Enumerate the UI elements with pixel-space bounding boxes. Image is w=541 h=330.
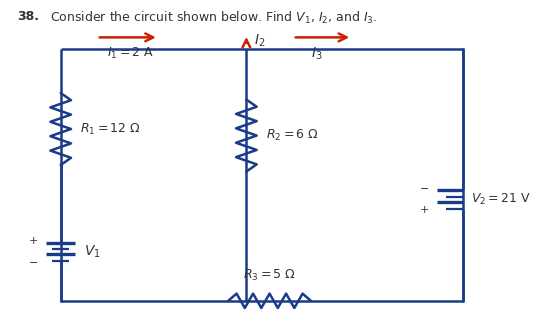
Text: 38.: 38.: [17, 10, 39, 22]
Text: $I_2$: $I_2$: [254, 32, 266, 49]
Text: Consider the circuit shown below. Find $V_1$, $I_2$, and $I_3$.: Consider the circuit shown below. Find $…: [50, 10, 378, 26]
Text: $V_1$: $V_1$: [84, 244, 101, 260]
Text: $I_1 = 2\ \mathrm{A}$: $I_1 = 2\ \mathrm{A}$: [107, 46, 155, 61]
Text: $I_3$: $I_3$: [311, 46, 322, 62]
Text: +: +: [29, 236, 38, 246]
Text: +: +: [419, 205, 429, 215]
Text: $R_2 = 6\ \Omega$: $R_2 = 6\ \Omega$: [266, 128, 319, 143]
Text: −: −: [419, 183, 429, 194]
Text: $R_3 = 5\ \Omega$: $R_3 = 5\ \Omega$: [243, 268, 296, 283]
Text: $V_2 = 21\ \mathrm{V}$: $V_2 = 21\ \mathrm{V}$: [471, 192, 531, 207]
Text: −: −: [29, 257, 38, 268]
Text: $R_1 = 12\ \Omega$: $R_1 = 12\ \Omega$: [80, 121, 141, 137]
